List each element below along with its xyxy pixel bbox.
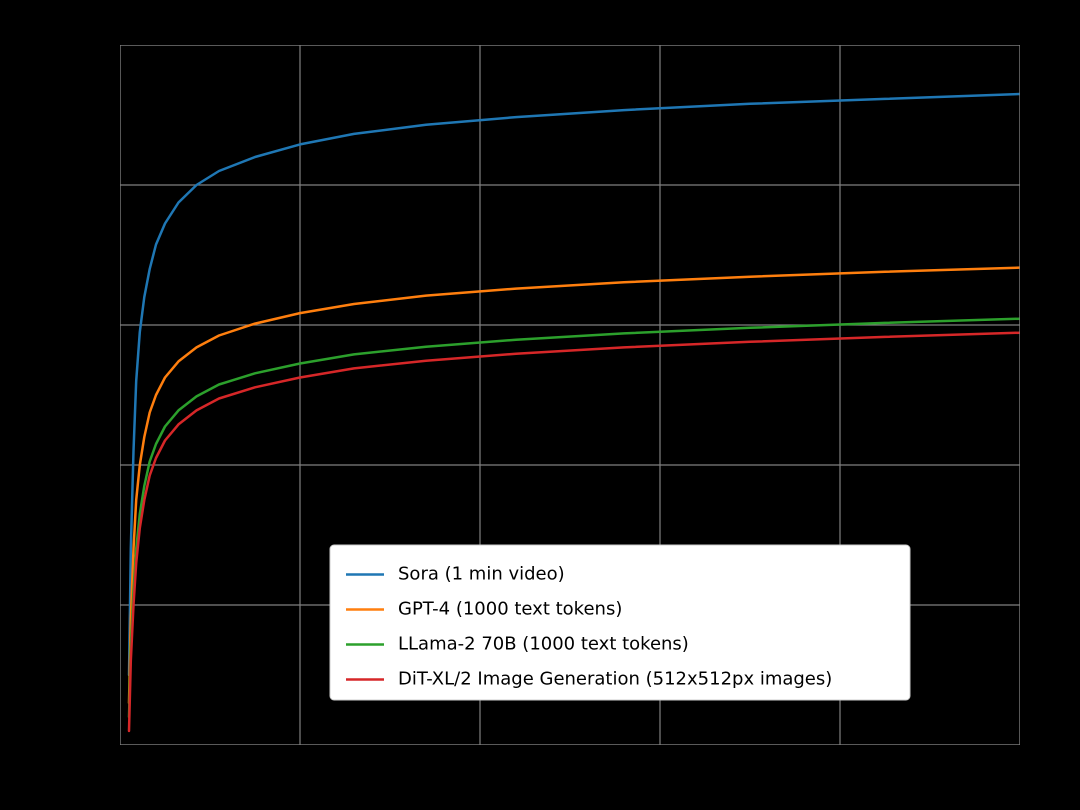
chart-container: Sora (1 min video) GPT-4 (1000 text token… [120, 45, 1020, 745]
legend: Sora (1 min video) GPT-4 (1000 text token… [330, 545, 910, 700]
legend-label-sora: Sora (1 min video) [398, 564, 565, 585]
line-chart: Sora (1 min video) GPT-4 (1000 text token… [120, 45, 1020, 745]
legend-label-gpt4: GPT-4 (1000 text tokens) [398, 599, 622, 620]
legend-label-dit: DiT-XL/2 Image Generation (512x512px ima… [398, 669, 832, 690]
legend-label-llama2: LLama-2 70B (1000 text tokens) [398, 634, 689, 655]
